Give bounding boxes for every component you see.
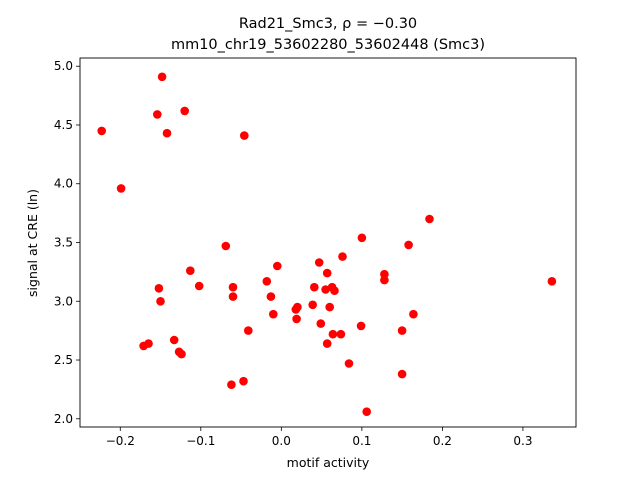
data-point-39 xyxy=(316,319,326,328)
data-point-11 xyxy=(228,282,238,292)
data-point-43 xyxy=(356,321,366,331)
data-point-0 xyxy=(97,126,106,136)
data-point-49 xyxy=(409,309,418,319)
data-point-27 xyxy=(227,380,236,390)
data-point-38 xyxy=(325,302,335,312)
data-point-4 xyxy=(162,128,172,138)
data-point-37 xyxy=(308,300,318,310)
data-point-41 xyxy=(336,329,346,339)
data-point-50 xyxy=(397,326,407,335)
x-tick-label: 0.2 xyxy=(433,434,452,448)
data-point-19 xyxy=(269,309,278,319)
data-point-1 xyxy=(157,72,167,82)
x-tick-label: −0.1 xyxy=(186,434,215,448)
data-point-3 xyxy=(180,106,189,116)
data-point-15 xyxy=(266,292,276,301)
data-point-7 xyxy=(221,241,231,251)
data-point-52 xyxy=(362,407,372,417)
x-tick-label: 0.3 xyxy=(513,434,532,448)
data-point-36 xyxy=(357,233,367,243)
y-tick-label: 3.0 xyxy=(54,294,73,308)
data-point-22 xyxy=(169,335,179,345)
data-point-9 xyxy=(262,277,272,286)
x-tick-label: 0.0 xyxy=(272,434,291,448)
x-axis-label: motif activity xyxy=(287,455,370,470)
data-point-2 xyxy=(153,110,162,119)
data-point-14 xyxy=(228,292,238,301)
x-axis-ticks: −0.2 −0.1 0.0 0.1 0.2 0.3 xyxy=(106,427,532,448)
data-point-33 xyxy=(330,286,339,296)
data-point-24 xyxy=(139,341,148,351)
data-point-53 xyxy=(547,277,557,286)
data-point-29 xyxy=(314,258,324,267)
data-point-8 xyxy=(186,266,195,276)
y-axis-label: signal at CRE (ln) xyxy=(25,189,40,297)
y-tick-label: 4.0 xyxy=(54,177,73,191)
x-tick-label: −0.2 xyxy=(106,434,135,448)
data-point-28 xyxy=(239,376,248,386)
data-point-42 xyxy=(322,339,332,348)
data-point-10 xyxy=(273,261,282,271)
plot-frame xyxy=(79,57,577,428)
data-points xyxy=(97,72,557,417)
data-point-48 xyxy=(425,214,434,224)
data-point-47 xyxy=(404,240,413,250)
y-tick-label: 3.5 xyxy=(54,236,73,250)
data-point-13 xyxy=(194,281,204,291)
y-axis-ticks: 2.0 2.5 3.0 3.5 4.0 4.5 5.0 xyxy=(54,59,80,426)
data-point-35 xyxy=(338,252,347,261)
data-point-5 xyxy=(240,131,249,140)
data-point-45 xyxy=(380,269,389,279)
data-point-34 xyxy=(322,268,332,278)
chart-title-line-1: Rad21_Smc3, ρ = −0.30 xyxy=(239,16,417,32)
data-point-44 xyxy=(344,359,354,368)
y-tick-label: 5.0 xyxy=(54,59,73,73)
y-tick-label: 2.5 xyxy=(54,353,73,367)
data-point-21 xyxy=(244,326,253,335)
chart-title-line-2: mm10_chr19_53602280_53602448 (Smc3) xyxy=(171,37,485,53)
data-point-40 xyxy=(328,329,338,339)
data-point-46 xyxy=(380,275,389,285)
data-point-30 xyxy=(310,282,319,292)
data-point-6 xyxy=(116,184,126,193)
y-tick-label: 2.0 xyxy=(54,412,73,426)
data-point-18 xyxy=(291,305,301,314)
data-point-16 xyxy=(156,297,165,306)
data-point-31 xyxy=(321,285,330,294)
data-point-51 xyxy=(397,369,407,379)
data-point-12 xyxy=(154,284,164,293)
data-point-20 xyxy=(292,314,301,324)
data-point-26 xyxy=(177,349,186,359)
x-tick-label: 0.1 xyxy=(352,434,371,448)
y-tick-label: 4.5 xyxy=(54,118,73,132)
